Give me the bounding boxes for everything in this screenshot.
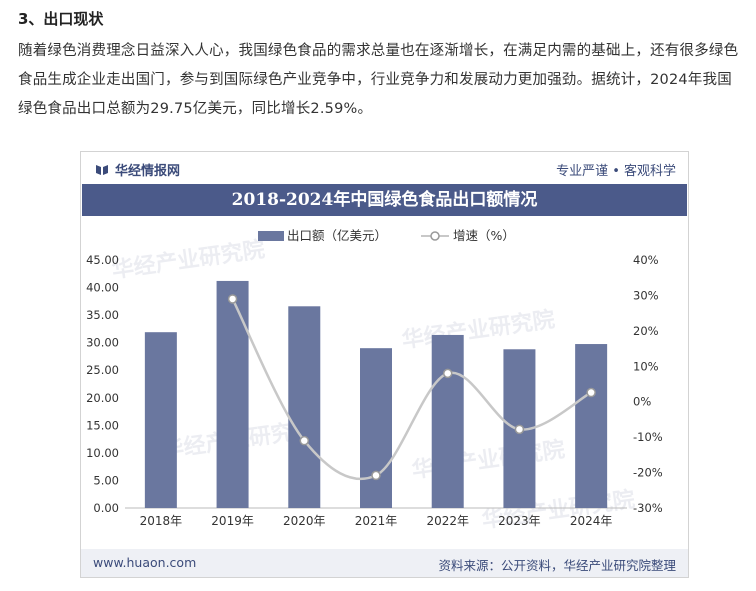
growth-point	[299, 435, 310, 446]
chart-title: 2018-2024年中国绿色食品出口额情况	[82, 184, 687, 216]
y-right-tick-label: -10%	[633, 430, 663, 444]
chart-card: 华经情报网 专业严谨 • 客观科学 2018-2024年中国绿色食品出口额情况 …	[80, 151, 689, 578]
y-left-tick-label: 0.00	[93, 501, 119, 515]
x-tick-label: 2022年	[426, 514, 469, 528]
y-left-tick-label: 10.00	[86, 446, 119, 460]
legend-label-line: 增速（%）	[453, 228, 515, 243]
x-tick-label: 2024年	[570, 514, 613, 528]
legend-bar-swatch	[258, 231, 284, 241]
y-right-tick-label: 30%	[633, 288, 659, 302]
bar	[575, 344, 608, 508]
growth-line	[231, 298, 592, 481]
data-source: 资料来源：公开资料，华经产业研究院整理	[438, 558, 676, 573]
x-tick-label: 2020年	[283, 514, 326, 528]
y-left-tick-label: 30.00	[86, 336, 119, 350]
site-url[interactable]: www.huaon.com	[93, 555, 197, 570]
bar	[216, 280, 249, 508]
y-right-tick-label: 20%	[633, 324, 659, 338]
legend-line-marker	[430, 231, 440, 241]
brand: 华经情报网	[95, 160, 180, 179]
bar	[360, 348, 392, 508]
legend-label-bar: 出口额（亿美元）	[287, 228, 387, 243]
y-left-tick-label: 20.00	[86, 391, 119, 405]
y-left-tick-label: 25.00	[86, 363, 119, 377]
card-header: 华经情报网 专业严谨 • 客观科学	[81, 152, 688, 184]
y-right-tick-label: -20%	[633, 466, 663, 480]
y-right-tick-label: 40%	[633, 253, 659, 267]
y-left-tick-label: 15.00	[86, 418, 119, 432]
chart-plot: 出口额（亿美元） 增速（%） 0.00 5.00 10.00 15.00 20.00 25.0…	[86, 228, 663, 528]
y-right-tick-label: 0%	[633, 395, 651, 409]
x-tick-label: 2023年	[498, 514, 541, 528]
brand-name: 华经情报网	[115, 164, 181, 179]
y-left-tick-label: 40.00	[86, 281, 119, 295]
section-title: 3、出口现状	[18, 10, 104, 28]
y-left-tick-label: 35.00	[86, 308, 119, 322]
growth-point	[514, 424, 525, 435]
y-right-tick-label: 10%	[633, 359, 659, 373]
x-tick-label: 2021年	[355, 514, 398, 528]
card-footer: www.huaon.com 资料来源：公开资料，华经产业研究院整理	[81, 549, 688, 577]
bar	[144, 332, 177, 508]
growth-point	[586, 387, 596, 398]
growth-point	[371, 470, 381, 481]
section-paragraph: 随着绿色消费理念日益深入人心，我国绿色食品的需求总量也在逐渐增长，在满足内需的基…	[18, 43, 739, 117]
slogan: 专业严谨 • 客观科学	[556, 164, 676, 179]
y-right-tick-label: -30%	[633, 501, 663, 515]
huajing-logo-icon	[96, 164, 108, 175]
bar	[288, 306, 321, 508]
y-left-tick-label: 45.00	[86, 253, 119, 267]
growth-point	[227, 294, 238, 304]
growth-point	[442, 368, 453, 379]
bar	[431, 334, 464, 508]
x-tick-label: 2019年	[211, 514, 254, 528]
y-left-tick-label: 5.00	[93, 473, 119, 487]
x-tick-label: 2018年	[140, 514, 183, 528]
